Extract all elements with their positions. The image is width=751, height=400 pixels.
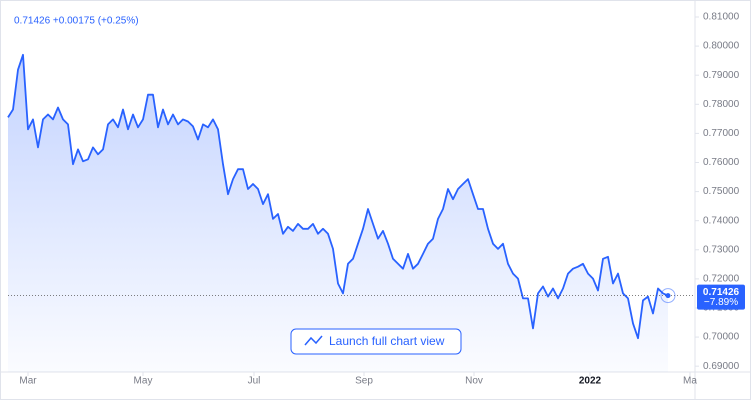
price-line xyxy=(7,53,669,340)
y-tick-label: 0.70000 xyxy=(703,332,740,343)
plot: 0.690000.700000.710000.720000.730000.740… xyxy=(7,12,745,387)
price-label-box xyxy=(697,284,745,310)
y-tick-label: 0.74000 xyxy=(703,215,740,226)
area-fill xyxy=(8,54,668,373)
y-tick-label: 0.81000 xyxy=(703,12,740,23)
x-tick-label: May xyxy=(134,376,153,387)
y-tick-label: 0.76000 xyxy=(703,157,740,168)
button-frame[interactable] xyxy=(290,328,462,355)
x-tick-label: Jul xyxy=(248,376,261,387)
x-tick-label: Ma xyxy=(683,376,697,387)
price-label: 0.71426 xyxy=(703,287,740,298)
last-point xyxy=(665,293,671,299)
button-icon xyxy=(304,335,323,346)
change-label: −7.89% xyxy=(704,297,738,308)
last-point-ring xyxy=(660,288,676,304)
y-tick-label: 0.69000 xyxy=(703,361,740,372)
y-tick-label: 0.80000 xyxy=(703,41,740,52)
y-tick-label: 0.78000 xyxy=(703,99,740,110)
y-tick-label: 0.73000 xyxy=(703,244,740,255)
y-tick-label: 0.72000 xyxy=(703,274,740,285)
y-tick-label: 0.77000 xyxy=(703,128,740,139)
x-tick-label: 2022 xyxy=(579,376,602,387)
y-tick-label: 0.79000 xyxy=(703,70,740,81)
button-label[interactable]: Launch full chart view xyxy=(329,334,445,348)
x-tick-label: Mar xyxy=(19,376,37,387)
y-tick-label: 0.75000 xyxy=(703,186,740,197)
x-tick-label: Nov xyxy=(465,376,483,387)
header-quote: 0.71426 +0.00175 (+0.25%) xyxy=(14,16,139,27)
launch-button[interactable]: Launch full chart view xyxy=(290,328,462,355)
x-tick-label: Sep xyxy=(355,376,373,387)
